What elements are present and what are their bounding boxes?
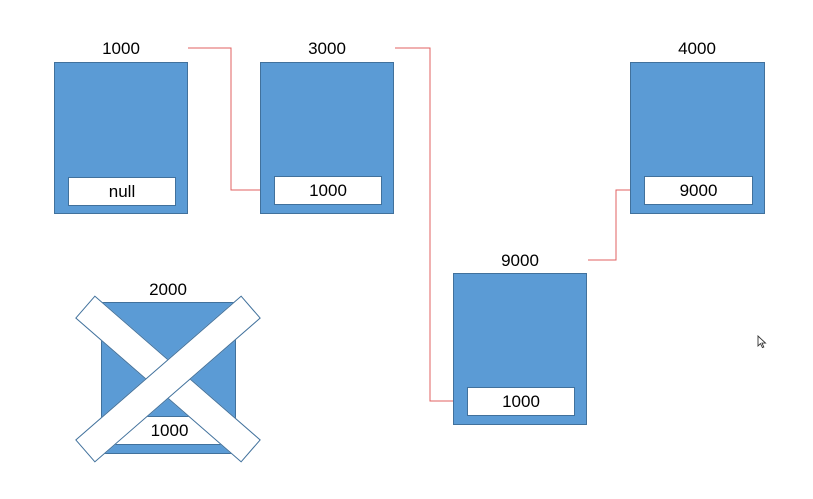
connector-3000-to-1000 <box>188 47 274 191</box>
node-next-field: 1000 <box>467 387 575 416</box>
node-address-label: 1000 <box>102 39 140 58</box>
node-next-field: 9000 <box>644 176 753 205</box>
node-3000: 1000 <box>260 62 394 214</box>
node-4000: 9000 <box>630 62 765 214</box>
node-9000: 1000 <box>453 273 587 425</box>
node-address-label: 2000 <box>149 280 187 299</box>
mouse-pointer-icon <box>757 335 767 349</box>
node-address-label: 3000 <box>308 39 346 58</box>
node-next-field: null <box>68 177 176 206</box>
node-1000: null <box>54 62 188 214</box>
connector-9000-to-3000 <box>395 47 467 402</box>
node-address-label: 9000 <box>501 251 539 270</box>
node-next-field: 1000 <box>274 176 382 205</box>
node-address-label: 4000 <box>678 39 716 58</box>
